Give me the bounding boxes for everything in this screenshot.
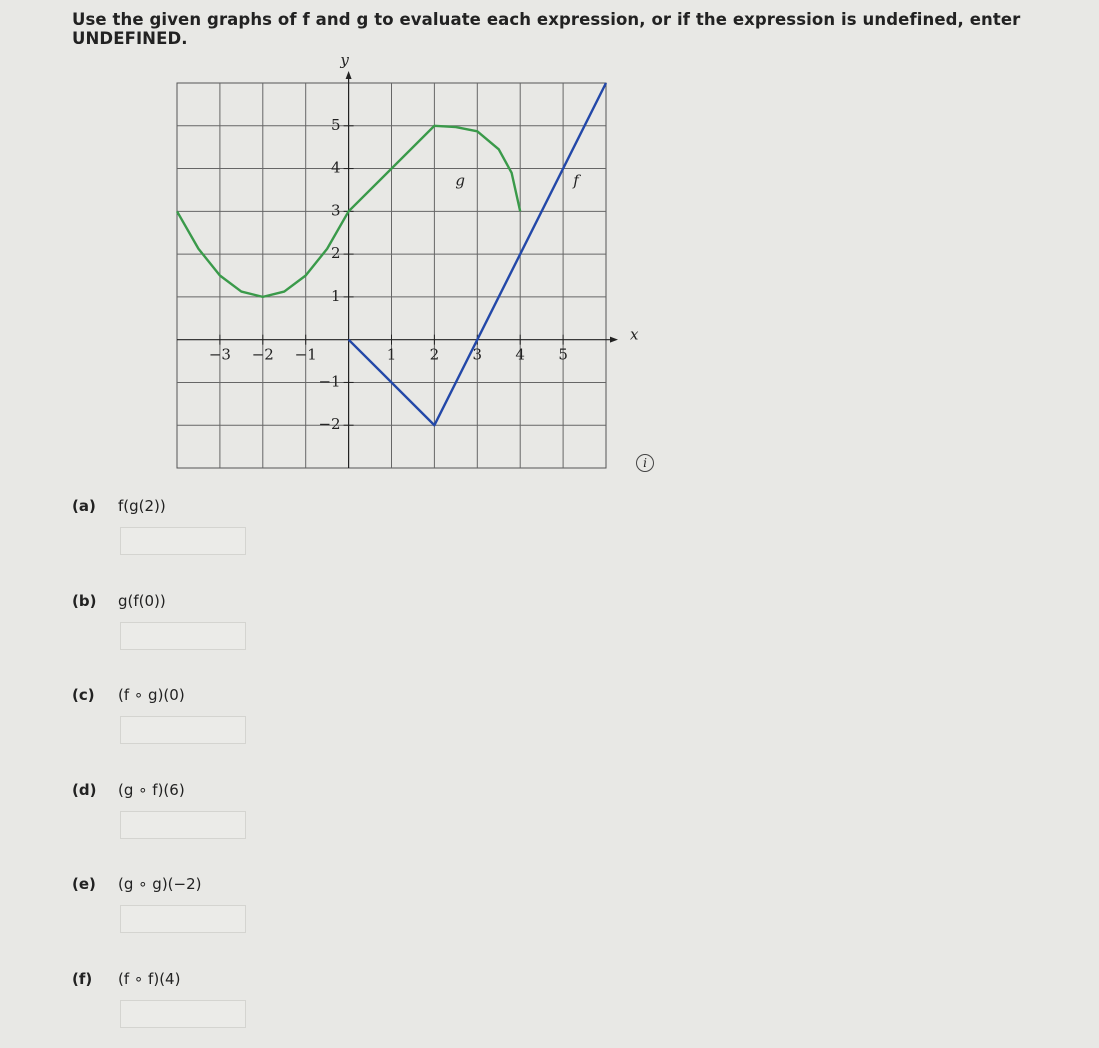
answer-input[interactable] [120,527,246,555]
info-icon[interactable]: i [636,454,654,472]
question: (f) (f ∘ f)(4) [72,970,180,988]
question-expression: g(f(0)) [118,591,166,610]
x-tick-label: 1 [387,346,397,364]
question: (e) (g ∘ g)(−2) [72,875,202,893]
x-tick-label: 5 [558,346,568,364]
answer-input[interactable] [120,716,246,744]
answer-input[interactable] [120,621,246,650]
y-tick-label: 4 [331,159,341,177]
question-expression: f(g(2)) [118,497,166,515]
x-axis-label: x [630,326,639,344]
question-label: (b) [72,591,97,610]
question: (b) g(f(0)) [72,592,166,610]
question-expression: (f ∘ f)(4) [118,969,181,988]
series-label: g [455,171,465,189]
x-tick-label: −3 [209,346,231,364]
arrow [345,71,352,79]
question-label: (a) [72,497,96,515]
question-label: (e) [72,875,96,893]
arrow [610,336,618,343]
chart: −3 −2 −1 1 2 3 4 5 −2 −1 1 2 3 4 5 x y g f [175,51,639,469]
question-label: (f) [72,969,93,988]
question: (d) (g ∘ f)(6) [72,781,185,799]
question: (c) (f ∘ g)(0) [72,686,185,704]
question-expression: (g ∘ f)(6) [118,780,185,799]
y-tick-label: −1 [318,372,340,390]
question-expression: (g ∘ g)(−2) [118,875,202,893]
question-label: (c) [72,686,95,704]
series-line [175,124,522,299]
series-label: f [572,171,581,189]
instruction: Use the given graphs of f and g to evalu… [72,10,1021,48]
question-expression: (f ∘ g)(0) [118,686,185,704]
series-line [347,82,608,427]
answer-input[interactable] [120,905,246,933]
y-tick-label: 2 [331,244,341,262]
x-tick-label: −1 [295,346,317,364]
x-tick-label: 4 [515,346,525,364]
question-label: (d) [72,780,97,799]
answer-input[interactable] [120,810,246,839]
y-tick-label: 1 [331,287,341,305]
x-tick-label: 3 [473,346,483,364]
y-tick-label: 3 [331,201,341,219]
y-tick-label: −2 [318,415,340,433]
y-tick-label: 5 [331,116,341,134]
question: (a) f(g(2)) [72,497,166,515]
x-tick-label: 2 [430,346,440,364]
x-tick-label: −2 [252,346,274,364]
answer-input[interactable] [120,999,246,1028]
y-axis-label: y [339,51,349,69]
